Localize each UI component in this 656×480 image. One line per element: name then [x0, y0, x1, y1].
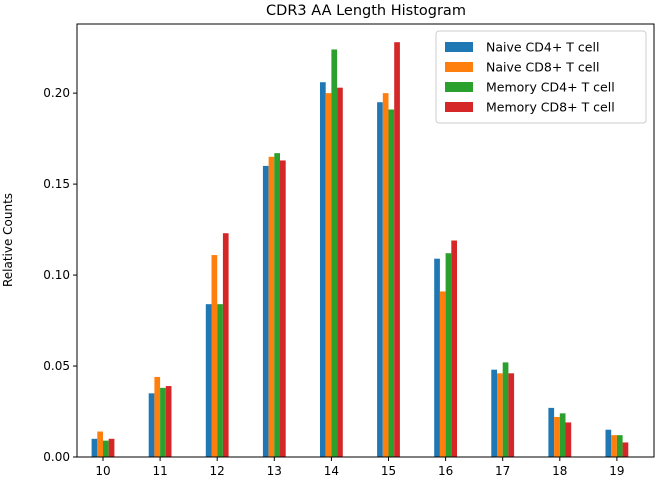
x-tick-label: 15: [381, 464, 396, 478]
bar: [103, 440, 109, 457]
bar: [434, 258, 440, 457]
x-tick-label: 10: [95, 464, 110, 478]
x-tick-label: 17: [495, 464, 510, 478]
y-tick-label: 0.15: [43, 177, 70, 191]
legend-swatch: [445, 102, 473, 112]
bar: [320, 82, 326, 457]
bar: [268, 156, 275, 458]
bar: [502, 362, 509, 457]
bar: [217, 304, 223, 457]
bar: [439, 291, 446, 457]
bar: [377, 102, 383, 458]
bar: [331, 49, 338, 458]
bar: [165, 386, 172, 457]
bar: [394, 42, 400, 458]
legend: Naive CD4+ T cell Naive CD8+ T cell Memory…: [435, 30, 647, 124]
bar: [508, 373, 515, 457]
y-tick-label: 0.20: [43, 86, 70, 100]
bar: [388, 109, 395, 458]
x-tick-label: 13: [267, 464, 282, 478]
x-tick-label: 19: [609, 464, 624, 478]
x-tick-label: 18: [552, 464, 567, 478]
legend-label: Naive CD4+ T cell: [486, 40, 599, 55]
bar: [211, 255, 218, 457]
bar: [445, 253, 452, 457]
legend-swatch: [445, 82, 473, 92]
bar: [554, 416, 560, 457]
y-ticks-group: 0.00 0.05 0.10 0.15 0.20: [43, 86, 77, 464]
bar: [548, 407, 555, 457]
bar: [325, 93, 332, 457]
bar: [274, 153, 280, 457]
bar: [451, 240, 457, 457]
chart-title: CDR3 AA Length Histogram: [266, 3, 466, 19]
bar: [497, 373, 503, 457]
y-tick-label: 0.10: [43, 268, 70, 282]
bar: [559, 413, 566, 457]
bar: [97, 431, 103, 457]
bar: [491, 369, 497, 457]
bar: [565, 422, 572, 457]
bar: [382, 93, 389, 457]
legend-swatch: [445, 42, 473, 52]
plot-frame: [76, 23, 655, 458]
x-tick-label: 14: [324, 464, 339, 478]
x-ticks-group: 10 11 12 13 14 15 16 17 18 19: [95, 457, 625, 478]
bar: [91, 438, 98, 457]
legend-box: [435, 30, 647, 124]
bar: [616, 435, 623, 457]
legend-label: Memory CD4+ T cell: [486, 80, 615, 95]
bar: [160, 387, 166, 457]
bars-group: [91, 42, 629, 458]
x-tick-label: 12: [210, 464, 225, 478]
x-tick-label: 11: [152, 464, 167, 478]
bar: [205, 304, 212, 457]
x-tick-label: 16: [438, 464, 453, 478]
bar: [154, 376, 161, 457]
bar: [108, 438, 115, 457]
y-tick-label: 0.05: [43, 359, 70, 373]
legend-label: Naive CD8+ T cell: [486, 60, 599, 75]
bar: [605, 429, 612, 457]
y-tick-label: 0.00: [43, 450, 70, 464]
bar: [148, 393, 155, 457]
bar: [280, 160, 286, 457]
bar: [622, 442, 629, 457]
bar: [262, 165, 269, 457]
legend-label: Memory CD8+ T cell: [486, 100, 615, 115]
bar: [337, 87, 343, 458]
legend-swatch: [445, 62, 473, 72]
bar: [611, 435, 617, 457]
y-axis-label: Relative Counts: [1, 193, 15, 287]
bar: [222, 233, 229, 457]
